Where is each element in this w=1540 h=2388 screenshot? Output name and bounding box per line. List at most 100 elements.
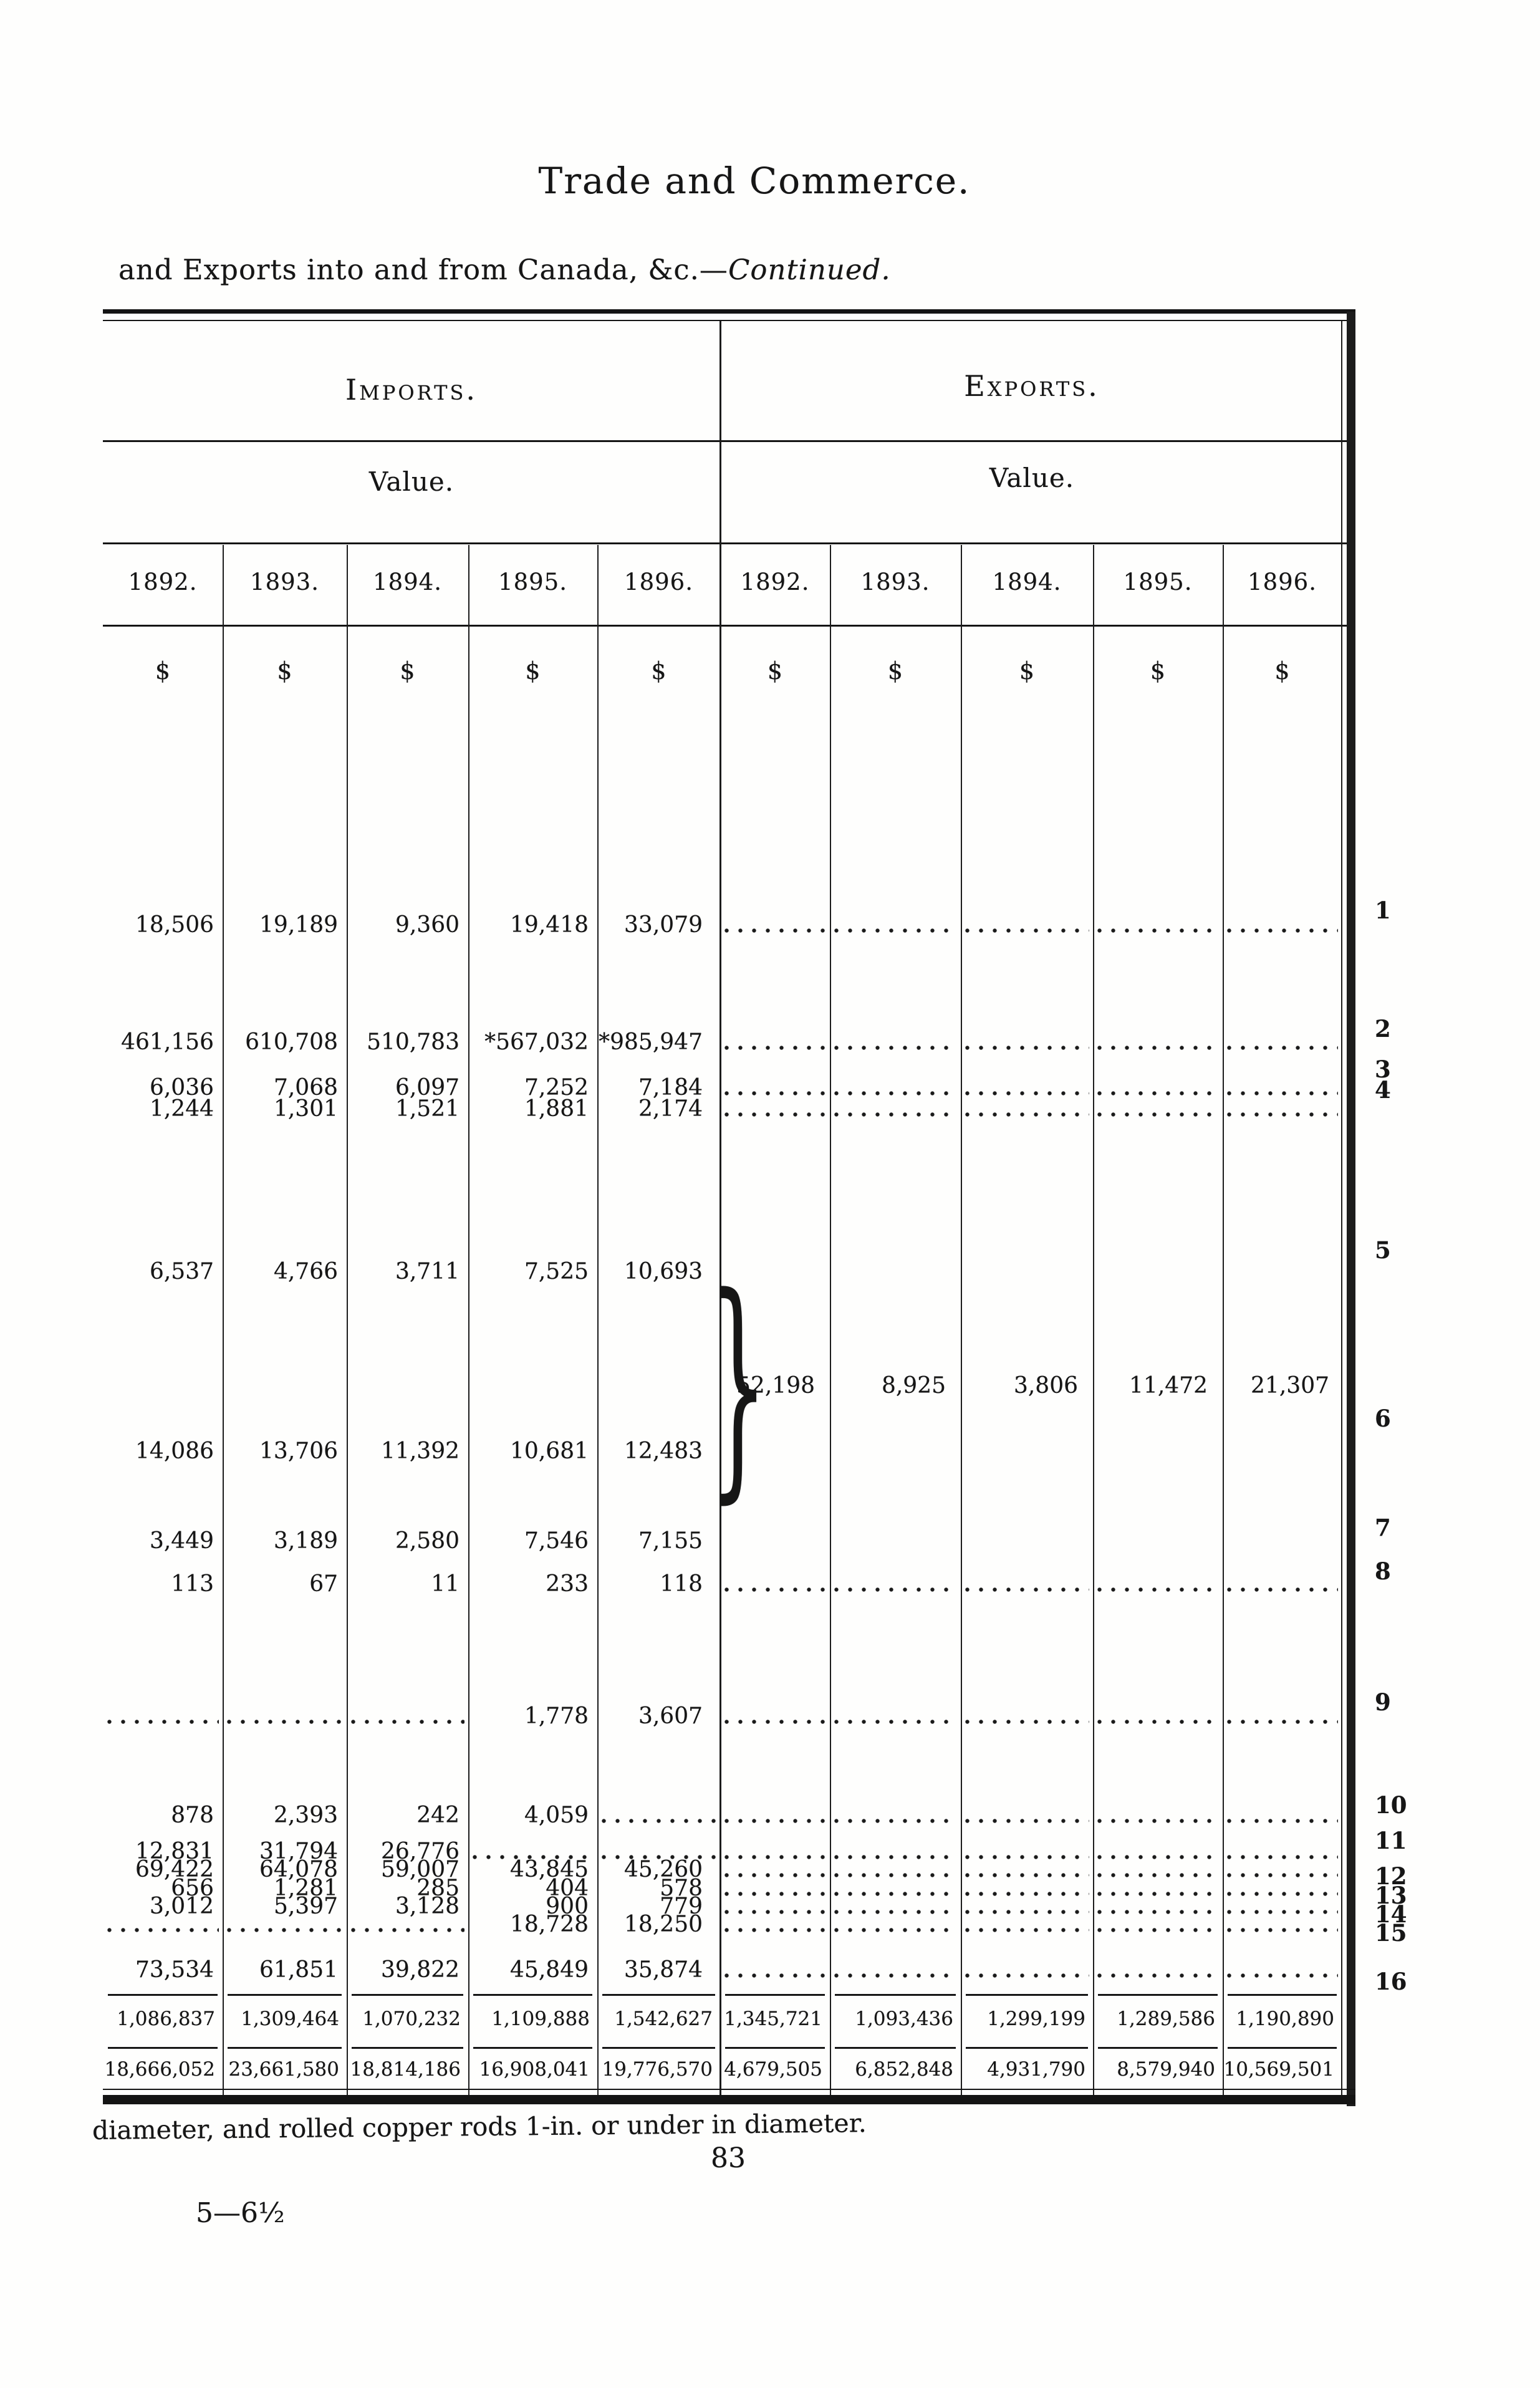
cell-value: 2,580 [395, 1528, 460, 1554]
table-cell [720, 1892, 830, 1921]
cell-value: 18,728 [510, 1912, 589, 1937]
table-cell: 3,012 [103, 1892, 223, 1921]
table-cell [347, 1702, 468, 1731]
table-cell [720, 1570, 830, 1599]
exports-group-header: Exports. [964, 369, 1100, 403]
cell-value: 1,070,232 [362, 2008, 461, 2030]
table-cell [1093, 1258, 1223, 1286]
dotted-leader [724, 1090, 826, 1096]
cell-value: 33,079 [624, 912, 703, 938]
table-cell [720, 1074, 830, 1102]
total-rule-segment [228, 1994, 342, 1996]
dotted-leader [834, 1854, 957, 1860]
cell-value: 461,156 [121, 1029, 214, 1055]
table-cell [830, 1856, 961, 1884]
cell-value: 18,250 [624, 1912, 703, 1937]
dotted-leader [226, 1927, 343, 1933]
right-border-thin-rule [1341, 321, 1342, 2095]
cell-value: 4,059 [524, 1803, 589, 1828]
table-cell: 4,931,790 [961, 2055, 1093, 2084]
table-cell [830, 1028, 961, 1057]
cell-value: 13,706 [259, 1438, 338, 1464]
cell-value: 1,281 [273, 1875, 338, 1901]
cell-value: 18,506 [135, 912, 214, 938]
table-cell: 45,849 [468, 1956, 597, 1985]
table-cell [1223, 1910, 1342, 1939]
dotted-leader [1097, 1927, 1219, 1933]
cell-value: 1,086,837 [117, 2008, 215, 2030]
table-cell [1093, 1801, 1223, 1830]
dotted-leader [965, 1587, 1089, 1592]
currency-symbol: $ [525, 657, 541, 685]
table-cell: 461,156 [103, 1028, 223, 1057]
right-border-heavy-rule [1347, 312, 1355, 2106]
table-cell: 3,189 [223, 1527, 347, 1556]
table-cell: 14,086 [103, 1437, 223, 1466]
table-cell: 8,579,940 [1093, 2055, 1223, 2084]
total-rule-segment [725, 2047, 825, 2049]
table-cell: 52,198 [720, 1372, 830, 1400]
dotted-leader [965, 1891, 1089, 1897]
dotted-leader [1097, 1045, 1219, 1051]
table-cell: 1,281 [223, 1874, 347, 1903]
dotted-leader [724, 1854, 826, 1860]
table-cell: 16,908,041 [468, 2055, 597, 2084]
table-cell [597, 1801, 720, 1830]
cell-value: 3,012 [149, 1894, 214, 1919]
dotted-leader [1226, 1909, 1338, 1915]
table-cell [1223, 1527, 1342, 1556]
total-rule-segment [725, 1994, 825, 1996]
dotted-leader [965, 1854, 1089, 1860]
total-rule-segment [108, 2047, 218, 2049]
cell-value: 18,666,052 [104, 2058, 216, 2081]
dotted-leader [834, 1045, 957, 1051]
dotted-leader [1097, 1112, 1219, 1117]
total-rule-segment [228, 2047, 342, 2049]
cell-value: 12,483 [624, 1438, 703, 1464]
cell-value: 52,198 [736, 1373, 815, 1399]
cell-value: 1,542,627 [614, 2008, 713, 2030]
row-number: 14 [1375, 1900, 1407, 1928]
cell-value: 11,392 [381, 1438, 460, 1464]
table-cell [720, 1874, 830, 1903]
table-row: 52,198 8,925 3,806 11,472 21,307 [103, 1372, 1434, 1400]
cell-value: *567,032 [484, 1029, 589, 1055]
cell-value: 26,776 [381, 1839, 460, 1864]
table-cell [1093, 911, 1223, 940]
dotted-leader [1226, 1587, 1338, 1592]
table-cell [1223, 1801, 1342, 1830]
table-cell: 1,289,586 [1093, 2005, 1223, 2033]
currency-symbol: $ [155, 657, 171, 685]
table-cell: 10,569,501 [1223, 2055, 1342, 2084]
cell-value: 1,301 [273, 1096, 338, 1122]
cell-value: 16,908,041 [479, 2058, 590, 2081]
table-cell: 11,392 [347, 1437, 468, 1466]
table-row: 113 67 11 233 118 8 [103, 1557, 1434, 1599]
cell-value: 7,155 [638, 1528, 703, 1554]
table-cell [1093, 1910, 1223, 1939]
table-cell: 33,079 [597, 911, 720, 940]
table-cell [830, 1074, 961, 1102]
table-cell [720, 1527, 830, 1556]
table-cell [1093, 1956, 1223, 1985]
cell-value: 10,569,501 [1223, 2058, 1335, 2081]
table-cell [961, 911, 1093, 940]
table-cell: 779 [597, 1892, 720, 1921]
table-cell: 1,521 [347, 1095, 468, 1124]
total-rule-segment [1098, 1994, 1218, 1996]
table-cell: 610,708 [223, 1028, 347, 1057]
cell-value: 285 [416, 1875, 460, 1901]
cell-value: 59,007 [381, 1857, 460, 1882]
footnote-text: diameter, and rolled copper rods 1-in. o… [92, 2108, 867, 2145]
top-rule-heavy [103, 309, 1355, 314]
table-cell [961, 1028, 1093, 1057]
currency-symbol: $ [887, 657, 903, 685]
dotted-leader [834, 1973, 957, 1978]
table-cell: 1,778 [468, 1702, 597, 1731]
column-rule [597, 545, 599, 2095]
table-cell [1093, 1095, 1223, 1124]
year-label: 1894. [373, 569, 442, 595]
cell-value: 7,546 [524, 1528, 589, 1554]
table-cell [830, 1801, 961, 1830]
table-cell [720, 1910, 830, 1939]
